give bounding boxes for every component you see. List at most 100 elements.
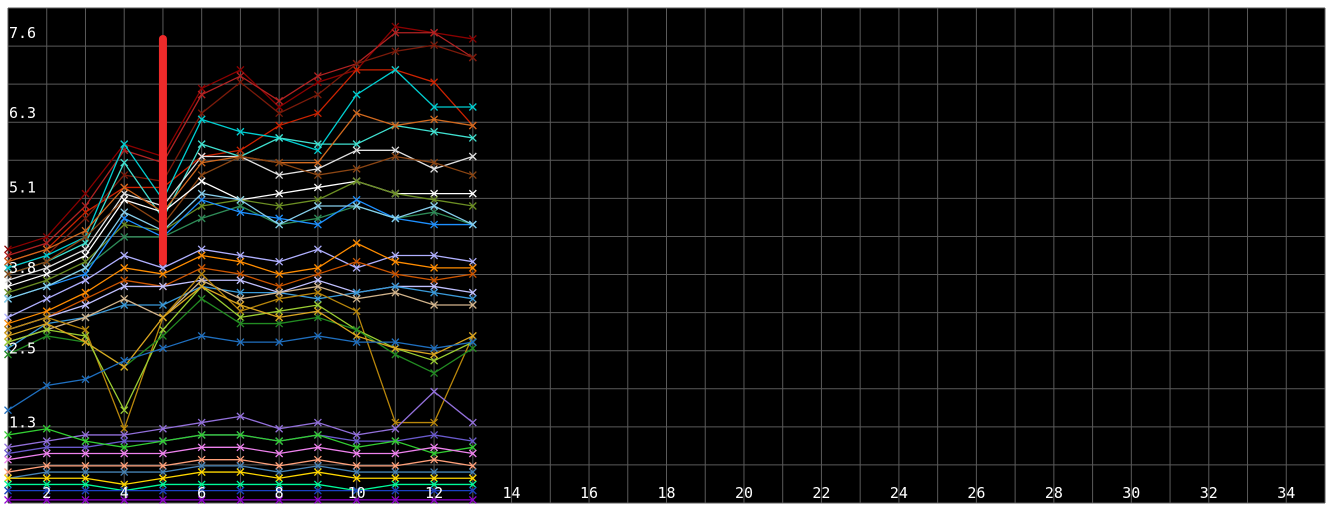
data-point (430, 127, 439, 136)
data-point (42, 424, 51, 433)
data-point (4, 294, 12, 303)
data-point (197, 276, 206, 285)
data-point (391, 214, 400, 223)
data-point (158, 301, 167, 309)
data-point (468, 331, 477, 340)
data-point (352, 338, 361, 347)
x-tick-label: 16 (580, 484, 598, 502)
data-point (275, 103, 284, 111)
data-point (313, 294, 322, 303)
data-point (352, 307, 361, 316)
series-16 (4, 239, 477, 328)
x-tick-label: 6 (197, 484, 206, 502)
data-point (430, 208, 439, 217)
data-point (313, 146, 322, 155)
data-point (120, 486, 129, 495)
data-point (236, 294, 245, 303)
data-point (197, 158, 206, 167)
data-point (391, 257, 400, 266)
data-point (352, 195, 361, 204)
data-point (120, 468, 129, 477)
x-tick-label: 26 (967, 484, 985, 502)
data-point (120, 294, 129, 303)
data-point (236, 480, 245, 489)
data-point (197, 418, 206, 427)
data-point (81, 189, 90, 198)
data-point (120, 449, 129, 458)
data-point (120, 195, 129, 204)
data-point (197, 214, 206, 223)
data-point (236, 430, 245, 439)
data-point (275, 282, 284, 291)
data-point (391, 146, 400, 155)
data-point (313, 220, 322, 229)
data-point (120, 480, 129, 489)
data-point (42, 307, 51, 316)
data-point (42, 443, 51, 452)
data-point (430, 115, 439, 124)
y-tick-label: 5.1 (9, 178, 36, 196)
data-point (42, 461, 51, 470)
data-point (81, 331, 90, 340)
data-point (42, 282, 51, 291)
data-point (120, 362, 129, 371)
data-point (236, 251, 245, 260)
data-point (313, 171, 322, 180)
data-point (236, 78, 245, 87)
data-point (81, 288, 90, 297)
data-point (430, 449, 439, 458)
data-point (313, 486, 322, 495)
data-point (313, 270, 322, 279)
data-point (391, 418, 400, 427)
data-point (313, 183, 322, 192)
data-point (120, 282, 129, 291)
data-point (352, 430, 361, 439)
data-point (81, 461, 90, 470)
data-point (120, 437, 129, 446)
data-point (468, 103, 477, 111)
data-point (4, 257, 12, 266)
data-point (352, 468, 361, 477)
data-point (391, 189, 400, 198)
data-point (468, 288, 477, 297)
data-point (4, 245, 12, 254)
x-tick-label: 32 (1200, 484, 1218, 502)
data-point (391, 121, 400, 130)
data-point (158, 449, 167, 458)
data-point (120, 406, 129, 415)
data-point (81, 313, 90, 322)
x-tick-label: 8 (275, 484, 284, 502)
data-point (430, 350, 439, 359)
data-point (430, 480, 439, 489)
data-point (352, 495, 361, 504)
data-point (430, 103, 439, 111)
data-point (4, 276, 12, 285)
data-point (236, 486, 245, 495)
data-point (313, 443, 322, 452)
data-point (42, 437, 51, 446)
data-point (430, 288, 439, 297)
data-point (236, 257, 245, 266)
data-point (391, 152, 400, 161)
data-point (197, 495, 206, 504)
data-point (197, 152, 206, 161)
data-point (391, 65, 400, 74)
data-point (158, 474, 167, 483)
data-point (197, 109, 206, 118)
data-point (236, 146, 245, 155)
data-point (430, 189, 439, 198)
data-point (352, 461, 361, 470)
data-point (430, 41, 439, 50)
data-point (313, 245, 322, 254)
data-point (4, 319, 12, 328)
data-point (391, 461, 400, 470)
data-point (391, 282, 400, 291)
data-point (430, 495, 439, 504)
data-point (391, 22, 400, 31)
data-point (158, 480, 167, 489)
data-point (42, 486, 51, 495)
x-tick-label: 20 (735, 484, 753, 502)
data-point (158, 282, 167, 291)
y-axis-ticks: 1.3 2.5 3.8 5.1 6.3 7.6 (9, 24, 36, 432)
data-point (391, 480, 400, 489)
